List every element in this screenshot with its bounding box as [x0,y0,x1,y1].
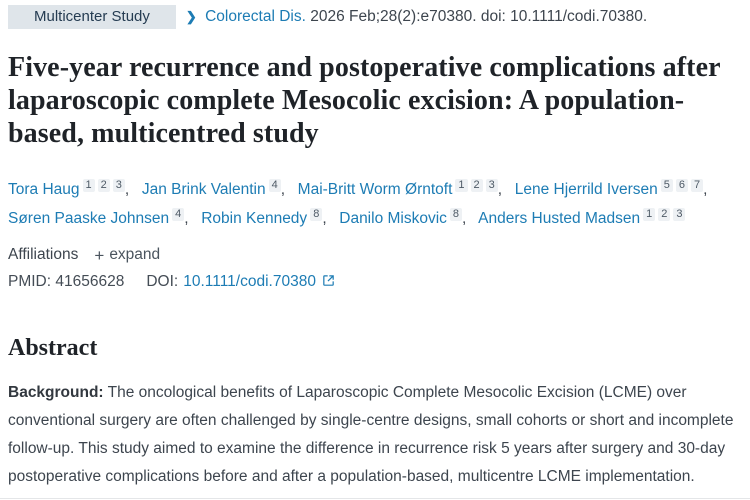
background-label: Background: [8,384,104,401]
chevron-right-icon: ❯ [185,9,197,24]
abstract-heading: Abstract [8,335,98,361]
author-link[interactable]: Søren Paaske Johnsen [8,210,170,227]
affiliation-number: 6 [675,178,688,192]
affiliations-row: Affiliations + expand [8,246,741,264]
author-sups: 4 [169,207,185,227]
journal-link[interactable]: Colorectal Dis. [205,8,306,25]
affiliation-number: 3 [673,207,686,221]
author-link[interactable]: Mai-Britt Worm Ørntoft [297,181,453,198]
identifiers-row: PMID: 41656628 DOI: 10.1111/codi.70380 [8,273,741,291]
author-separator: , [462,210,471,227]
affiliation-number: 3 [112,178,125,192]
affiliation-number: 1 [643,207,656,221]
abstract-background-paragraph: Background: The oncological benefits of … [8,379,734,491]
affiliation-number: 5 [660,178,673,192]
author-group: Tora Haug 1 2 3, [8,178,138,198]
affiliation-number: 2 [470,178,483,192]
background-text: The oncological benefits of Laparoscopic… [8,384,734,485]
doi-link[interactable]: 10.1111/codi.70380 [183,273,335,291]
author-link[interactable]: Danilo Miskovic [339,210,447,227]
affiliation-number: 2 [97,178,110,192]
doi-group: DOI: 10.1111/codi.70380 [146,273,335,291]
doi-label: DOI: [146,273,179,290]
expand-label: expand [109,246,161,263]
citation-row: Multicenter Study ❯ Colorectal Dis. 2026… [8,5,741,29]
affiliations-label: Affiliations [8,246,79,263]
author-link[interactable]: Tora Haug [8,181,80,198]
author-sups: 4 [266,178,281,198]
bottom-divider [0,498,750,499]
author-separator: , [497,181,507,198]
author-group: Mai-Britt Worm Ørntoft 1 2 3, [297,178,511,198]
affiliation-number: 7 [690,178,704,192]
pmid-value: 41656628 [55,273,125,290]
author-sups: 8 [307,207,323,227]
affiliation-number: 3 [485,178,498,192]
affiliation-number: 4 [172,207,185,221]
author-separator: , [124,181,134,198]
plus-icon: + [94,245,105,265]
author-link[interactable]: Lene Hjerrild Iversen [514,181,658,198]
author-group: Søren Paaske Johnsen 4, [8,207,197,227]
author-group: Jan Brink Valentin 4, [141,178,294,198]
author-separator: , [322,210,331,227]
article-title: Five-year recurrence and postoperative c… [8,52,721,149]
author-separator: , [280,181,290,198]
affiliation-number: 1 [82,178,95,192]
affiliation-number: 1 [455,178,468,192]
affiliation-number: 2 [658,207,671,221]
affiliations-expand-button[interactable]: + expand [94,246,160,264]
pmid-label: PMID: [8,273,52,290]
author-sups: 8 [447,207,463,227]
author-group: Robin Kennedy 8, [201,207,335,227]
affiliation-number: 8 [449,207,463,221]
author-group: Lene Hjerrild Iversen 5 6 7, [514,178,716,198]
author-separator: , [703,181,712,198]
affiliation-number: 8 [310,207,323,221]
authors-list: Tora Haug 1 2 3, Jan Brink Valentin 4, Mai-B… [8,175,741,233]
publication-type-badge[interactable]: Multicenter Study [8,5,176,29]
pmid-group: PMID: 41656628 [8,273,124,291]
author-link[interactable]: Robin Kennedy [201,210,308,227]
journal-citation: ❯ Colorectal Dis. 2026 Feb;28(2):e70380.… [186,8,647,26]
author-group: Danilo Miskovic 8, [339,207,474,227]
external-link-icon [322,274,335,292]
author-link[interactable]: Anders Husted Madsen [478,210,641,227]
author-separator: , [184,210,193,227]
author-group: Anders Husted Madsen 1 2 3 [478,207,689,227]
author-link[interactable]: Jan Brink Valentin [141,181,266,198]
citation-details: 2026 Feb;28(2):e70380. doi: 10.1111/codi… [310,8,648,25]
doi-value: 10.1111/codi.70380 [183,273,316,290]
affiliation-number: 4 [268,178,281,192]
